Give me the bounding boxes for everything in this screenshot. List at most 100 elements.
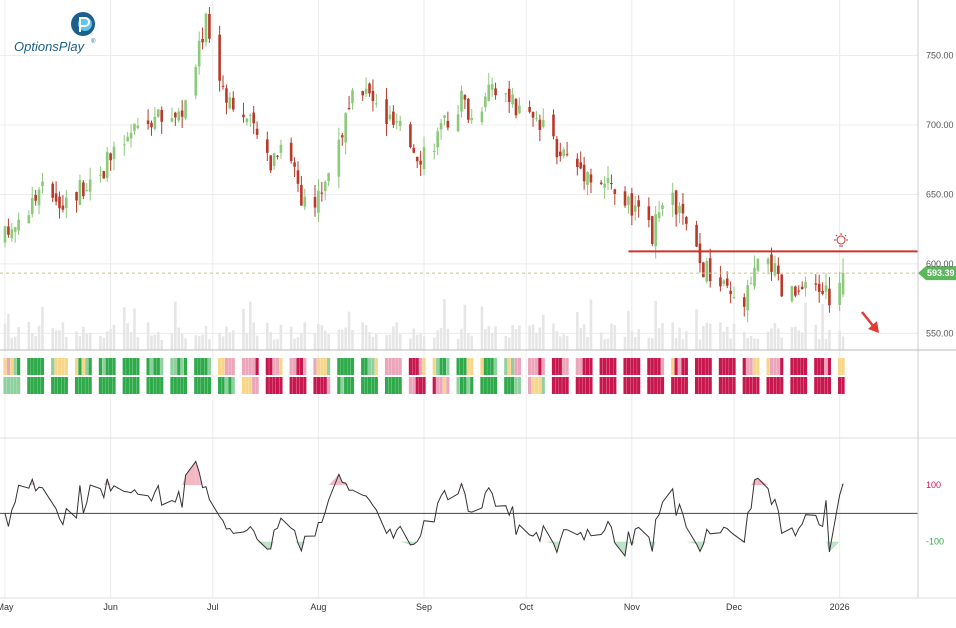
rating-cell-top — [422, 358, 426, 375]
rating-cell-top — [313, 358, 317, 375]
rating-cell-top — [599, 358, 603, 375]
rating-cell-bottom — [654, 377, 658, 394]
volume-bar — [17, 327, 20, 350]
rating-cell-top — [705, 358, 709, 375]
rating-cell-bottom — [299, 377, 303, 394]
candle-body — [742, 297, 746, 307]
candle-body — [824, 285, 828, 292]
volume-bar — [225, 326, 228, 350]
rating-cell-top — [74, 358, 79, 375]
volume-bar — [327, 334, 330, 350]
rating-cell-bottom — [241, 377, 246, 394]
candle-body — [804, 281, 807, 289]
rating-cell-bottom — [132, 377, 137, 394]
rating-cell-bottom — [732, 377, 736, 394]
rating-cell-bottom — [579, 377, 583, 394]
price-tick-label: 700.00 — [926, 120, 954, 130]
candle-body — [266, 139, 269, 153]
rating-cell-top — [153, 358, 157, 375]
rating-cell-top — [173, 358, 177, 375]
rating-cell-top — [85, 358, 89, 375]
volume-bar — [248, 301, 252, 350]
candle-body — [661, 205, 664, 210]
candle-body — [528, 107, 531, 112]
rating-cell-top — [81, 358, 85, 375]
rating-cell-bottom — [511, 377, 515, 394]
volume-bar — [371, 336, 375, 350]
rating-cell-top — [766, 358, 770, 375]
rating-cell-bottom — [85, 377, 89, 394]
rating-cell-bottom — [531, 377, 535, 394]
candle-body — [395, 121, 399, 123]
rating-cell-top — [647, 358, 651, 375]
volume-bar — [780, 337, 784, 350]
rating-cell-top — [551, 358, 556, 375]
candle-body — [729, 290, 732, 295]
rating-cell-bottom — [637, 377, 641, 394]
volume-bar — [245, 333, 249, 350]
rating-cell-top — [160, 358, 164, 375]
volume-bar — [841, 336, 845, 350]
rating-cell-bottom — [183, 377, 188, 394]
rating-cell-bottom — [838, 377, 842, 394]
volume-bar — [480, 306, 484, 350]
rating-cell-top — [88, 358, 92, 375]
rating-cell-bottom — [490, 377, 494, 394]
candle-body — [698, 243, 702, 264]
rating-cell-top — [470, 358, 474, 375]
rating-cell-bottom — [388, 377, 392, 394]
rating-cell-top — [511, 358, 515, 375]
volume-bar — [337, 329, 341, 350]
rating-cell-bottom — [122, 377, 126, 394]
rating-cell-top — [34, 358, 38, 375]
rating-cell-bottom — [129, 377, 133, 394]
candle-body — [133, 123, 136, 131]
rating-cell-top — [824, 358, 828, 375]
volume-bar — [443, 299, 446, 350]
rating-cell-bottom — [558, 377, 562, 394]
rating-cell-top — [374, 358, 378, 375]
volume-bar — [75, 331, 78, 350]
axes: May Jun Jul Aug Sep Oct Nov Dec 2026 550.00 600.00… — [0, 0, 956, 612]
volume-bar — [518, 325, 521, 350]
candle-body — [412, 147, 416, 153]
rating-cell-top — [408, 358, 412, 375]
brand-logo: OptionsPlay ® — [14, 12, 96, 54]
rating-cell-bottom — [841, 377, 845, 394]
rating-cell-bottom — [776, 377, 780, 394]
candle-body — [17, 219, 20, 231]
rating-cell-bottom — [316, 377, 321, 394]
rating-cell-bottom — [684, 377, 688, 394]
volume-bar — [460, 328, 463, 350]
volume-bar — [749, 336, 753, 350]
candle-body — [78, 180, 82, 205]
rating-cell-bottom — [671, 377, 675, 394]
volume-bar — [160, 340, 164, 350]
rating-cell-bottom — [463, 377, 467, 394]
candle-body — [770, 254, 773, 272]
candle-body — [777, 265, 780, 275]
candle-body — [245, 118, 249, 123]
candle-body — [732, 297, 736, 299]
rating-cell-bottom — [13, 377, 17, 394]
rating-cell-bottom — [507, 377, 511, 394]
volume-bar — [392, 326, 395, 350]
volume-bar — [579, 328, 583, 350]
candle-body — [511, 94, 514, 105]
volume-bar — [218, 332, 221, 350]
month-label: Jun — [103, 602, 118, 612]
volume-bar — [650, 338, 654, 350]
candle-body — [170, 118, 174, 122]
volume-bar — [313, 333, 317, 350]
volume-bar — [490, 333, 494, 350]
candle-body — [518, 105, 521, 114]
volume-bar — [777, 328, 780, 350]
candle-body — [562, 149, 566, 157]
rating-cell-top — [585, 358, 590, 375]
candle-body — [828, 288, 831, 306]
rating-cell-bottom — [30, 377, 34, 394]
rating-cell-top — [565, 358, 569, 375]
volume-bar — [296, 337, 300, 350]
rating-cell-bottom — [705, 377, 709, 394]
rating-cell-top — [732, 358, 736, 375]
